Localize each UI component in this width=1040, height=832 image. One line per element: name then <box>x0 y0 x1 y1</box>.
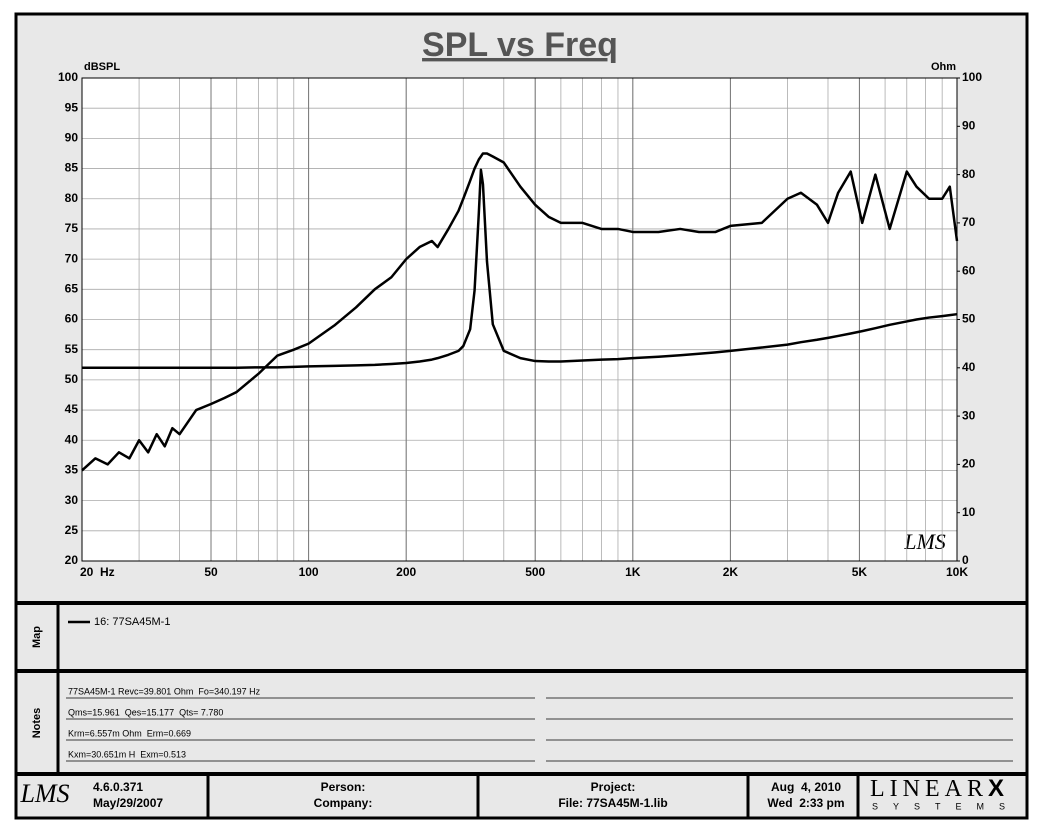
plot-border <box>81 77 958 562</box>
build-date: May/29/2007 <box>93 796 163 810</box>
y2-tick-label: 20 <box>962 457 976 471</box>
chart-title: SPL vs Freq <box>422 26 618 64</box>
x-tick-label: 50 <box>204 565 218 579</box>
note-line: Qms=15.961 Qes=15.177 Qts= 7.780 <box>68 707 223 717</box>
brand-x: X <box>988 775 1009 802</box>
y2-tick-label: 50 <box>962 312 976 326</box>
y2-tick-label: 40 <box>962 360 976 374</box>
y-tick-label: 55 <box>65 342 79 356</box>
x-tick-label: 1K <box>625 565 641 579</box>
y-tick-label: 25 <box>65 523 79 537</box>
x-tick-label: 2K <box>723 565 739 579</box>
print-date: Aug 4, 2010 <box>771 780 841 794</box>
project: Project: <box>591 780 636 794</box>
y-axis-label: dBSPL <box>84 61 120 73</box>
y-tick-label: 75 <box>65 221 79 235</box>
brand-sub: SYSTEMS <box>872 801 1020 811</box>
y-tick-label: 20 <box>65 553 79 567</box>
map-label: Map <box>31 626 43 648</box>
y-tick-label: 100 <box>58 70 78 84</box>
y-tick-label: 65 <box>65 281 79 295</box>
y-tick-label: 85 <box>65 161 79 175</box>
x-tick-label: 500 <box>525 565 545 579</box>
person: Person: <box>321 780 366 794</box>
y2-tick-label: 0 <box>962 553 969 567</box>
x-tick-label: 20 Hz <box>80 565 115 579</box>
y-tick-label: 50 <box>65 372 79 386</box>
y-tick-label: 40 <box>65 432 79 446</box>
y-tick-label: 35 <box>65 463 79 477</box>
y-tick-label: 90 <box>65 131 79 145</box>
y-tick-label: 70 <box>65 251 79 265</box>
series-line <box>81 152 959 472</box>
x-tick-label: 200 <box>396 565 416 579</box>
x-tick-label: 100 <box>299 565 319 579</box>
company: Company: <box>314 796 373 810</box>
y2-tick-label: 90 <box>962 118 976 132</box>
legend-entry: 16: 77SA45M-1 <box>94 616 170 628</box>
y-tick-label: 60 <box>65 312 79 326</box>
watermark: LMS <box>903 529 946 554</box>
note-line: Krm=6.557m Ohm Erm=0.669 <box>68 728 191 738</box>
version: 4.6.0.371 <box>93 780 143 794</box>
footer-logo: LMS <box>19 779 69 808</box>
x-tick-label: 10K <box>946 565 968 579</box>
file: File: 77SA45M-1.lib <box>558 796 667 810</box>
brand: LINEARX <box>870 775 1009 802</box>
y-tick-label: 45 <box>65 402 79 416</box>
y2-axis-label: Ohm <box>931 61 956 73</box>
print-time: Wed 2:33 pm <box>767 796 844 810</box>
x-tick-label: 5K <box>852 565 868 579</box>
y2-tick-label: 80 <box>962 167 976 181</box>
y-tick-label: 30 <box>65 493 79 507</box>
note-line: Kxm=30.651m H Exm=0.513 <box>68 749 186 759</box>
y2-tick-label: 60 <box>962 263 976 277</box>
y-tick-label: 80 <box>65 191 79 205</box>
y2-tick-label: 70 <box>962 215 976 229</box>
y2-tick-label: 100 <box>962 70 982 84</box>
y-tick-label: 95 <box>65 100 79 114</box>
y2-tick-label: 10 <box>962 505 976 519</box>
series-line <box>82 168 958 370</box>
y2-tick-label: 30 <box>962 408 976 422</box>
notes-area: 77SA45M-1 Revc=39.801 Ohm Fo=340.197 Hz Q… <box>66 686 1013 762</box>
notes-label: Notes <box>31 708 43 739</box>
brand-text: LINEAR <box>870 776 988 802</box>
note-line: 77SA45M-1 Revc=39.801 Ohm Fo=340.197 Hz <box>68 686 261 696</box>
